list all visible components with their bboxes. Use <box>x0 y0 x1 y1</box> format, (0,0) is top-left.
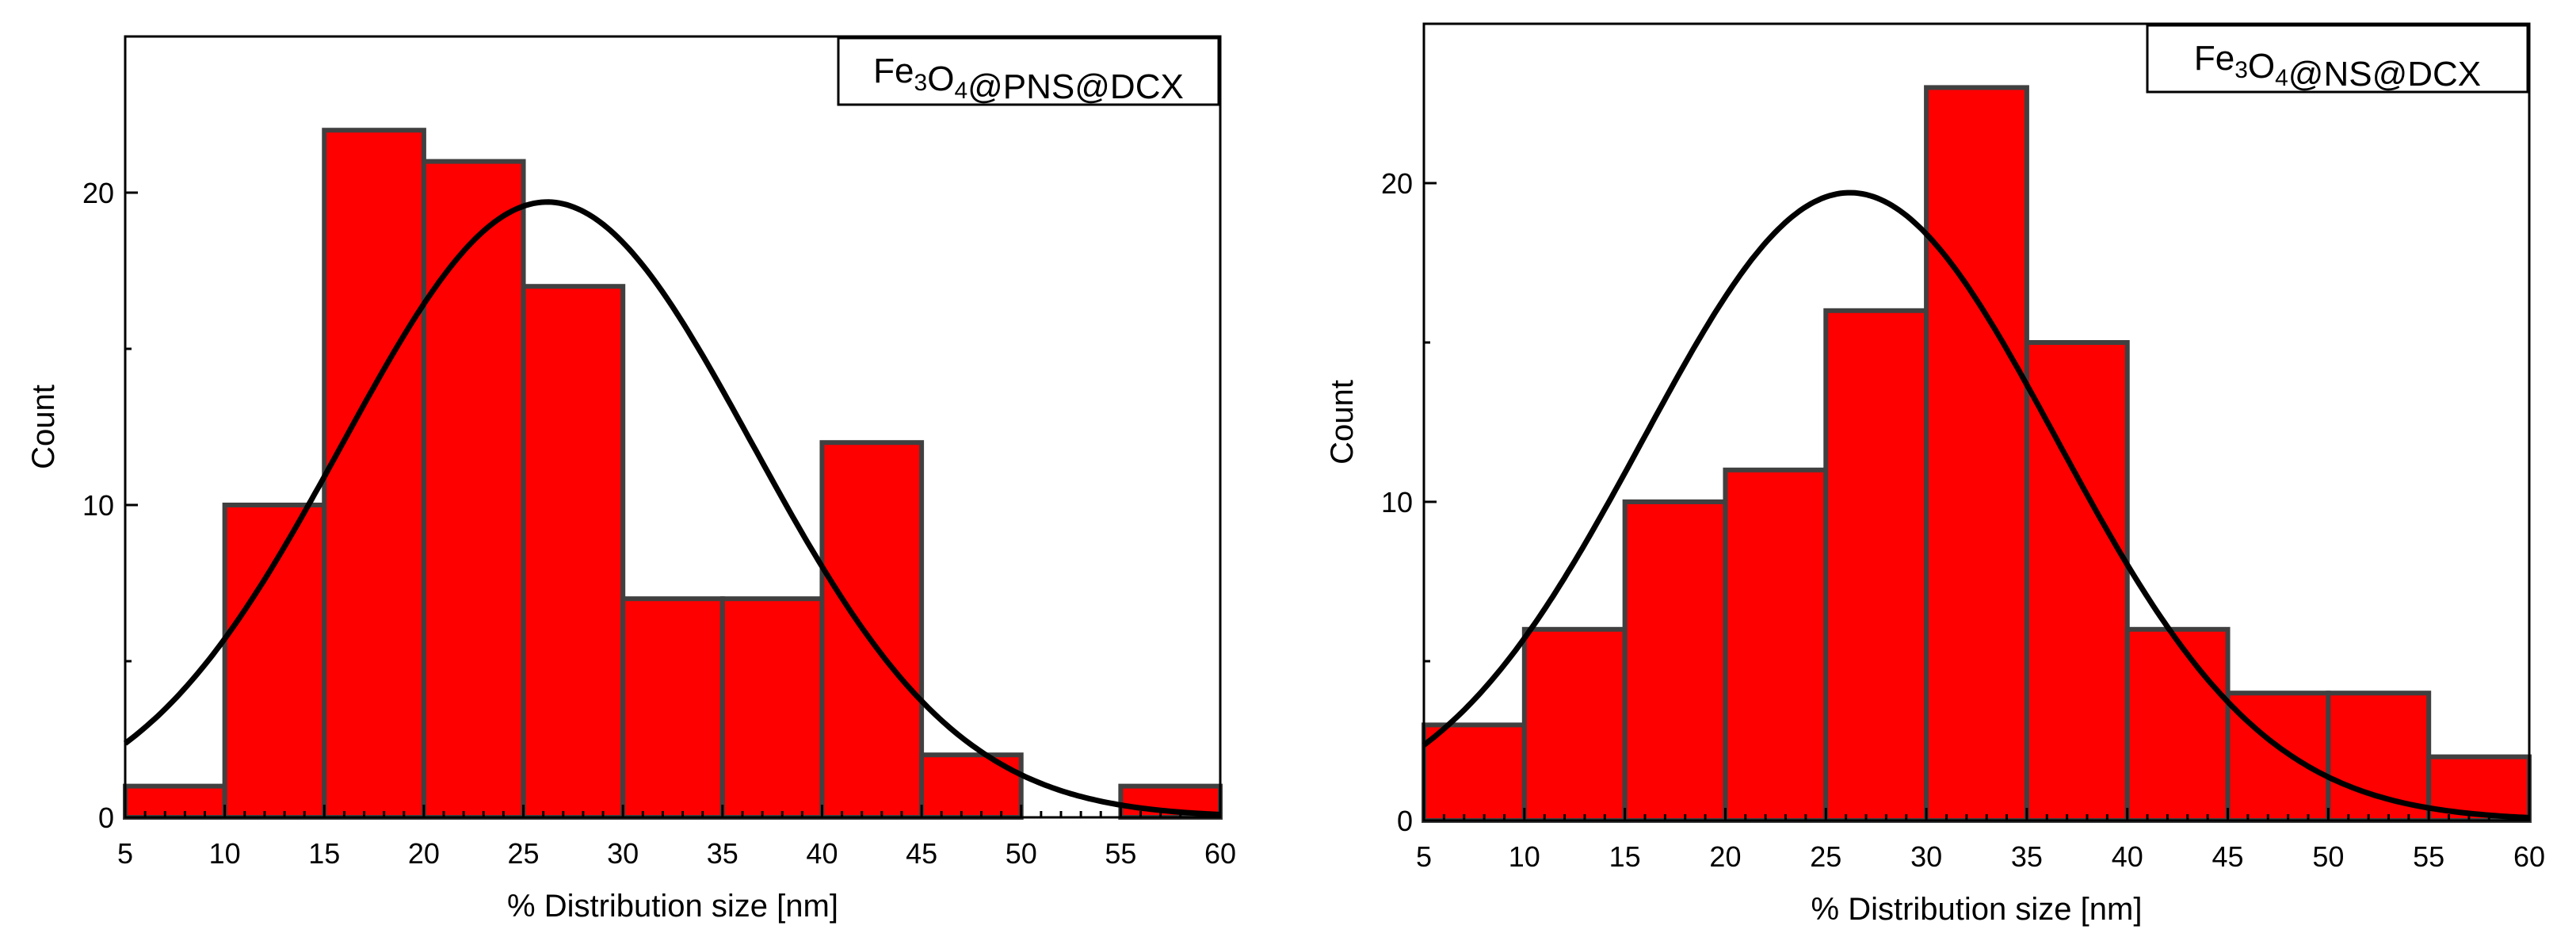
histogram-bar <box>421 159 526 821</box>
legend-text-part: O <box>2248 47 2275 86</box>
histogram-bar <box>1521 626 1628 823</box>
plot-frame <box>124 35 1222 819</box>
x-tick-label: 20 <box>408 837 440 870</box>
fit-curve <box>1422 189 2530 821</box>
y-tick-label: 10 <box>82 489 114 522</box>
x-tick-label: 60 <box>2513 840 2545 873</box>
plot-frame <box>1422 22 2531 822</box>
legend-box <box>837 36 1220 106</box>
x-tick-label: 5 <box>1416 840 1432 873</box>
x-tick-label: 15 <box>1609 840 1641 873</box>
x-tick-label: 55 <box>1105 837 1136 870</box>
x-tick-label: 5 <box>117 837 133 870</box>
histogram-bar <box>819 440 925 820</box>
histogram-bar <box>1823 308 1929 823</box>
y-tick-label: 10 <box>1381 486 1413 518</box>
x-tick-label: 45 <box>2212 840 2244 873</box>
legend-label: Fe3O4@PNS@DCX <box>873 52 1184 106</box>
legend-text-part: O <box>927 59 954 98</box>
x-tick-label: 35 <box>2011 840 2043 873</box>
x-tick-label: 45 <box>906 837 937 870</box>
legend-text-part: @NS@DCX <box>2288 55 2481 94</box>
y-tick-label: 20 <box>1381 167 1413 200</box>
legend-label: Fe3O4@NS@DCX <box>2194 39 2481 94</box>
histogram-bar <box>2024 340 2130 823</box>
x-tick-label: 40 <box>2112 840 2143 873</box>
x-tick-label: 50 <box>1006 837 1037 870</box>
legend-subscript: 4 <box>954 78 967 104</box>
x-tick-label: 55 <box>2413 840 2444 873</box>
x-tick-label: 30 <box>1910 840 1942 873</box>
histogram-bar <box>2225 691 2331 824</box>
legend-text-part: @PNS@DCX <box>967 67 1184 106</box>
histogram-bar <box>620 596 725 820</box>
histogram-bar <box>1723 467 1829 823</box>
histogram-bar <box>2124 626 2231 823</box>
x-axis-label: % Distribution size [nm] <box>507 889 838 924</box>
x-tick-label: 25 <box>1810 840 1841 873</box>
legend-text-part: Fe <box>2194 39 2234 78</box>
histogram-bar <box>1622 499 1728 823</box>
y-axis-label: Count <box>26 385 61 469</box>
histogram-bar <box>2326 691 2432 824</box>
histogram-bar <box>123 783 227 820</box>
y-tick-label: 0 <box>1397 805 1413 837</box>
x-tick-label: 25 <box>508 837 540 870</box>
legend-subscript: 3 <box>2234 57 2248 83</box>
x-axis-label: % Distribution size [nm] <box>1811 892 2143 927</box>
x-tick-label: 60 <box>1204 837 1236 870</box>
x-tick-label: 35 <box>707 837 738 870</box>
histogram-bar <box>719 596 825 820</box>
legend-subscript: 4 <box>2275 65 2288 91</box>
histogram-bar <box>1924 85 2029 823</box>
x-tick-label: 40 <box>806 837 838 870</box>
legend-subscript: 3 <box>914 70 928 96</box>
chart-1: 5 10 15 20 25 30 35 40 45 50 55 60 0 10 20 % Distributi… <box>26 35 1236 924</box>
x-tick-label: 10 <box>209 837 241 870</box>
x-tick-label: 15 <box>308 837 340 870</box>
x-tick-label: 20 <box>1709 840 1741 873</box>
x-tick-label: 50 <box>2312 840 2344 873</box>
histogram-bar <box>322 128 426 820</box>
y-axis-label: Count <box>1325 380 1360 465</box>
x-tick-label: 30 <box>607 837 639 870</box>
histogram-bar <box>521 284 626 820</box>
y-tick-label: 20 <box>82 177 114 209</box>
y-tick-label: 0 <box>98 802 114 834</box>
legend-text-part: Fe <box>873 52 914 90</box>
fit-curve <box>123 199 1221 817</box>
legend-box <box>2146 24 2529 94</box>
chart-2: 5 10 15 20 25 30 35 40 45 50 55 60 0 10 20 % Distributi… <box>1325 22 2545 927</box>
histogram-bar <box>1422 722 1527 824</box>
x-tick-label: 10 <box>1509 840 1540 873</box>
histogram-bar <box>222 503 327 820</box>
